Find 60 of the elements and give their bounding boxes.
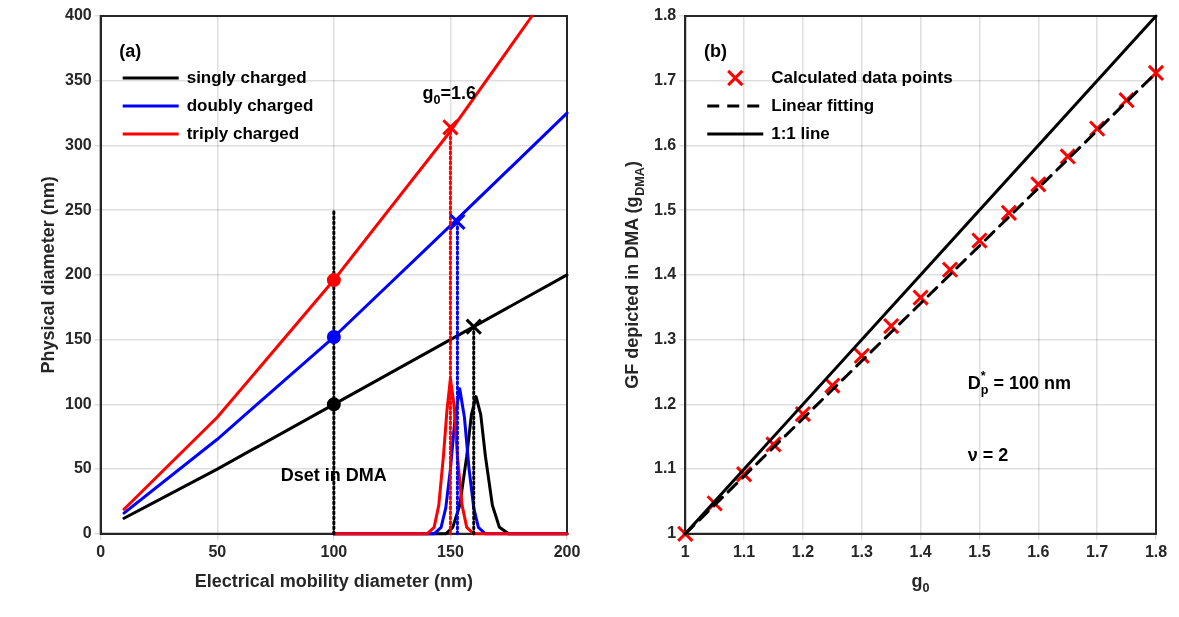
point [326, 330, 341, 345]
y-axis-title: GF depicted in DMA (gDMA) [622, 161, 647, 389]
x-tick-label: 1.8 [1144, 542, 1168, 560]
y-tick-label: 0 [82, 524, 92, 542]
x-tick-label: 0 [96, 542, 106, 560]
x-tick-label: 50 [208, 542, 227, 560]
point [1059, 147, 1077, 166]
y-tick-label: 100 [64, 394, 92, 412]
legend-label: 1:1 line [771, 123, 830, 143]
legend-label: triply charged [186, 123, 300, 143]
y-tick-label: 300 [64, 135, 92, 153]
point [1029, 175, 1047, 193]
point [970, 232, 989, 250]
point [794, 405, 812, 423]
x-tick-label: 1.1 [732, 542, 756, 560]
point [912, 288, 930, 307]
y-axis-title: Physical diameter (nm) [37, 176, 58, 374]
y-tick-label: 1.4 [653, 265, 677, 283]
y-tick-label: 350 [64, 71, 92, 89]
x-tick-label: 100 [320, 542, 348, 560]
y-tick-label: 1.6 [653, 135, 677, 153]
x-tick-label: 1.4 [909, 542, 932, 560]
annotation: (a) [119, 41, 142, 62]
y-tick-label: 250 [64, 200, 92, 218]
point [441, 118, 459, 136]
y-tick-label: 50 [73, 459, 92, 477]
x-tick-label: 1 [680, 542, 690, 560]
y-tick-label: 1.8 [653, 6, 677, 24]
point [465, 318, 483, 336]
point [448, 213, 466, 231]
y-tick-label: 1 [667, 524, 677, 542]
x-tick-label: 1.3 [850, 542, 873, 560]
x-tick-label: 1.2 [791, 542, 815, 560]
y-tick-label: 1.7 [653, 71, 677, 89]
point [941, 261, 959, 279]
y-tick-label: 1.3 [653, 330, 677, 348]
y-tick-label: 150 [64, 330, 92, 348]
x-axis-title: Electrical mobility diameter (nm) [194, 570, 473, 591]
point [1147, 64, 1165, 82]
legend-label: Linear fitting [771, 95, 875, 115]
x-tick-label: 1.6 [1027, 542, 1050, 560]
y-tick-label: 200 [64, 265, 92, 283]
legend-label: doubly charged [186, 95, 314, 115]
point [326, 273, 341, 288]
x-tick-label: 1.7 [1086, 542, 1109, 560]
y-tick-label: 400 [64, 6, 92, 24]
point [823, 377, 841, 395]
x-tick-label: 1.5 [968, 542, 991, 560]
x-tick-label: 200 [553, 542, 581, 560]
point [882, 317, 900, 335]
y-tick-label: 1.2 [653, 394, 677, 412]
annotation: ν = 2 [967, 445, 1009, 466]
x-tick-label: 150 [437, 542, 464, 560]
point [326, 397, 341, 412]
legend-label: singly charged [186, 67, 307, 87]
legend-label: Calculated data points [771, 67, 953, 87]
y-tick-label: 1.1 [653, 459, 677, 477]
point [853, 347, 871, 365]
y-tick-label: 1.5 [653, 200, 677, 218]
annotation: (b) [704, 41, 728, 62]
